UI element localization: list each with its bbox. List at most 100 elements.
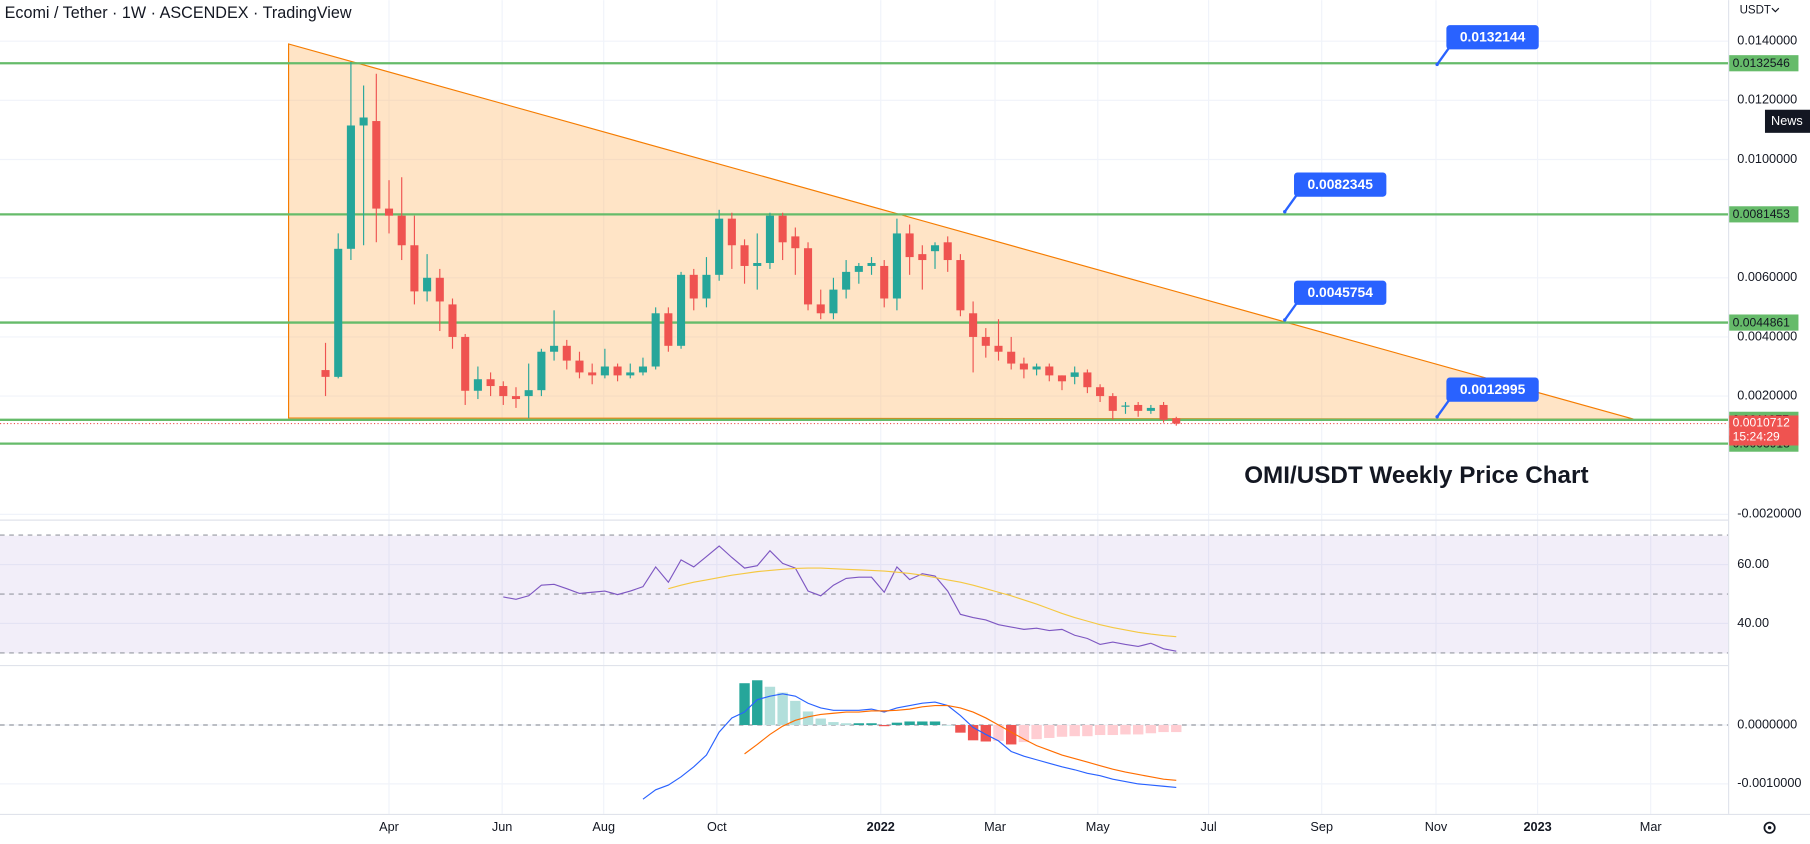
callout-box bbox=[1446, 25, 1539, 50]
candle-body bbox=[397, 215, 406, 246]
chart-title: OMI/USDT Weekly Price Chart bbox=[1244, 462, 1588, 489]
callout-label: 0.0045754 bbox=[1307, 284, 1373, 300]
x-tick-label: 2023 bbox=[1523, 820, 1551, 834]
settings-icon[interactable] bbox=[1763, 821, 1776, 834]
candle-body bbox=[486, 379, 495, 387]
candle-body bbox=[994, 345, 1003, 352]
candle-body bbox=[1007, 351, 1016, 364]
candle-body bbox=[346, 125, 355, 249]
callout-pointer bbox=[1436, 399, 1450, 418]
candle-body bbox=[689, 274, 698, 299]
histogram-bar bbox=[764, 686, 776, 726]
candle-body bbox=[588, 372, 597, 376]
x-tick-label: Jun bbox=[492, 820, 512, 834]
candle-body bbox=[677, 274, 686, 346]
level-price-label: 0.0081453 bbox=[1733, 207, 1791, 221]
candle-body bbox=[791, 236, 800, 249]
candle-body bbox=[816, 304, 825, 314]
candle-body bbox=[359, 117, 368, 126]
histogram-bar bbox=[752, 680, 763, 726]
x-tick-label: Oct bbox=[707, 820, 727, 834]
candle-body bbox=[765, 215, 774, 264]
histogram-bar bbox=[904, 721, 915, 726]
grid bbox=[0, 0, 1729, 814]
candle-body bbox=[829, 289, 838, 314]
y-tick-label: 0.0140000 bbox=[1737, 34, 1797, 48]
histogram-bar bbox=[967, 725, 979, 741]
candle-body bbox=[473, 379, 482, 391]
histogram-bar bbox=[853, 723, 865, 726]
countdown-label: 15:24:29 bbox=[1733, 430, 1780, 444]
histogram-bar bbox=[1018, 725, 1030, 743]
last-price-label: 0.0010712 bbox=[1733, 416, 1791, 430]
currency-chevron[interactable] bbox=[1771, 7, 1780, 13]
histogram-bar bbox=[993, 725, 1004, 741]
histogram-bar bbox=[1120, 725, 1131, 735]
candle-body bbox=[664, 313, 673, 346]
histogram-bar bbox=[1056, 725, 1068, 737]
y-tick-label: 0.0020000 bbox=[1737, 388, 1797, 402]
rsi-line bbox=[668, 567, 1177, 638]
histogram-bar bbox=[777, 692, 788, 726]
candle-body bbox=[511, 396, 521, 400]
candle-body bbox=[1019, 363, 1028, 370]
histogram-bar bbox=[802, 711, 814, 726]
candle-body bbox=[334, 248, 343, 377]
candle-body bbox=[702, 274, 711, 299]
y-tick-label: 0.0100000 bbox=[1737, 152, 1797, 166]
candle-body bbox=[575, 360, 584, 373]
callout-anchor bbox=[1283, 209, 1287, 214]
callout-label: 0.0012995 bbox=[1460, 381, 1526, 397]
callout-pointer bbox=[1283, 303, 1298, 321]
macd-line bbox=[642, 693, 1177, 800]
candle-body bbox=[1108, 396, 1117, 411]
macd-line bbox=[744, 705, 1177, 781]
settings-gear-center[interactable] bbox=[1767, 826, 1772, 830]
candle-body bbox=[1146, 407, 1155, 411]
candle-body bbox=[550, 345, 559, 352]
y-tick-label: 60.00 bbox=[1737, 557, 1769, 571]
candle-body bbox=[537, 351, 546, 391]
histogram-bar bbox=[955, 725, 966, 733]
x-tick-label: Mar bbox=[984, 820, 1007, 834]
candle-body bbox=[423, 277, 432, 292]
histogram-bar bbox=[1132, 725, 1144, 735]
chart-header: Ecomi / Tether · 1W · ASCENDEX · Trading… bbox=[5, 4, 352, 22]
y-tick-label: 0.0120000 bbox=[1737, 93, 1797, 107]
candle-body bbox=[956, 260, 965, 311]
news-button[interactable] bbox=[1764, 109, 1810, 133]
candle-body bbox=[638, 366, 648, 373]
settings-gear[interactable] bbox=[1763, 821, 1776, 834]
y-tick-label: 0.0040000 bbox=[1737, 329, 1797, 343]
candle-body bbox=[626, 372, 635, 376]
currency[interactable]: USDT bbox=[1740, 5, 1771, 17]
x-tick-label: Sep bbox=[1310, 820, 1333, 834]
callout-label: 0.0132144 bbox=[1460, 29, 1526, 45]
candle-body bbox=[740, 245, 749, 266]
candle-body bbox=[930, 245, 940, 252]
candle-body bbox=[613, 366, 622, 376]
candle-body bbox=[981, 336, 990, 346]
histogram-bar bbox=[866, 723, 877, 726]
news-label[interactable]: News bbox=[1771, 114, 1803, 128]
last-price-box bbox=[1729, 415, 1799, 446]
histogram-bar bbox=[1158, 725, 1169, 733]
candle-body bbox=[918, 254, 927, 261]
candle-body bbox=[969, 313, 978, 337]
x-tick-label: Mar bbox=[1640, 820, 1663, 834]
candle-body bbox=[753, 263, 762, 266]
x-tick-label: 2022 bbox=[867, 820, 895, 834]
candle-body bbox=[867, 263, 876, 266]
y-tick-label: 0.0060000 bbox=[1737, 270, 1797, 284]
candle-body bbox=[524, 390, 533, 397]
y-tick-label: 0.0000000 bbox=[1737, 717, 1797, 731]
triangle-pattern bbox=[288, 43, 1634, 420]
candle-body bbox=[1070, 372, 1079, 377]
level-price-box bbox=[1729, 314, 1799, 331]
callout-pointer bbox=[1436, 47, 1450, 66]
callout-anchor bbox=[1283, 318, 1287, 322]
candle-body bbox=[1134, 404, 1143, 411]
candle-body bbox=[1096, 387, 1105, 397]
